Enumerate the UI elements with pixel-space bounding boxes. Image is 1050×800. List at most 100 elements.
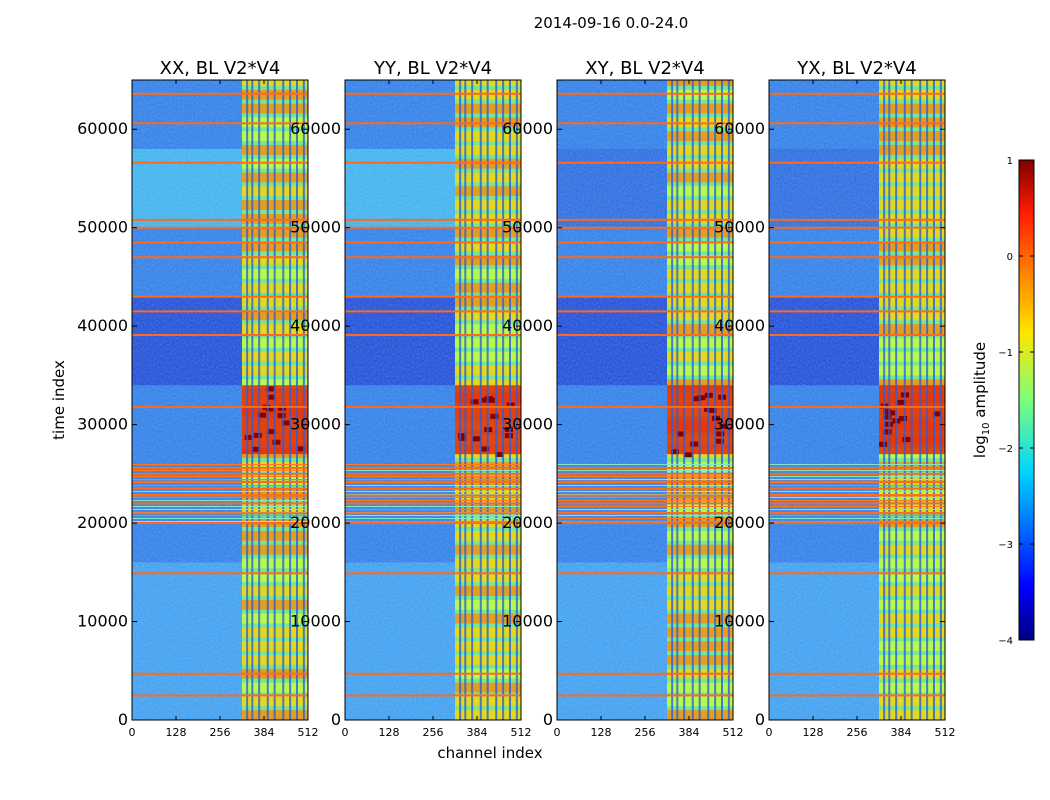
flagged-row	[345, 502, 521, 505]
flagged-row	[769, 241, 945, 244]
x-tick-label: 128	[591, 726, 612, 739]
emission-peak	[693, 396, 702, 402]
flagged-row	[345, 572, 521, 575]
x-tick-label: 256	[210, 726, 231, 739]
flagged-row	[557, 334, 733, 337]
channel-column	[919, 80, 922, 720]
flagged-row	[769, 472, 945, 475]
channel-column	[926, 80, 929, 720]
emission-peak	[267, 394, 276, 400]
flagged-row	[132, 521, 308, 522]
heatmap-image	[132, 80, 308, 720]
flagged-row	[132, 479, 308, 480]
colorbar-label: log10 amplitude	[971, 342, 992, 458]
flagged-row	[769, 466, 945, 469]
flagged-row	[345, 218, 521, 221]
y-tick-label: 20000	[290, 513, 341, 532]
flagged-row	[769, 509, 945, 510]
flagged-row	[557, 518, 733, 519]
channel-column	[509, 80, 511, 720]
y-tick-label: 50000	[502, 218, 553, 237]
flagged-row	[132, 512, 308, 515]
flagged-row	[132, 472, 308, 475]
flagged-row	[345, 470, 521, 471]
y-tick-label: 50000	[714, 218, 765, 237]
flagged-row	[557, 295, 733, 298]
panel-xx: XX, BL V2*V4 0 128 256 384 512 0 10000 20000 3000…	[77, 58, 318, 739]
channel-column	[683, 80, 686, 720]
flagged-row	[132, 161, 308, 164]
flagged-row	[345, 672, 521, 675]
emission-peak	[716, 431, 725, 437]
channel-column	[671, 80, 674, 720]
x-tick-label: 0	[554, 726, 561, 739]
flagged-row	[557, 494, 733, 497]
flagged-row	[769, 694, 945, 697]
channel-column	[246, 80, 249, 720]
x-tick-label: 0	[129, 726, 136, 739]
y-tick-label: 30000	[502, 415, 553, 434]
flagged-row	[769, 464, 945, 465]
flagged-row	[132, 476, 308, 477]
y-tick-label: 30000	[290, 415, 341, 434]
emission-peak	[495, 452, 504, 458]
y-tick-label: 60000	[290, 119, 341, 138]
x-tick-label: 384	[891, 726, 912, 739]
flagged-row	[345, 506, 521, 507]
flagged-row	[345, 512, 521, 515]
y-tick-label: 20000	[502, 513, 553, 532]
flagged-row	[132, 506, 308, 507]
flagged-row	[345, 487, 521, 490]
emission-peak	[676, 431, 685, 437]
y-axis-label: time index	[50, 360, 68, 440]
flagged-row	[769, 334, 945, 337]
colorbar: 1 0 −1 −2 −3 −4 log10 amplitude	[971, 156, 1035, 647]
flagged-row	[132, 334, 308, 337]
panel-title: XX, BL V2*V4	[160, 58, 281, 79]
emission-peak	[883, 414, 892, 420]
flagged-row	[345, 256, 521, 259]
emission-peak	[472, 436, 481, 442]
y-tick-label: 0	[118, 710, 128, 729]
flagged-row	[345, 497, 521, 498]
emission-peak	[882, 429, 891, 435]
emission-peak	[277, 405, 286, 411]
x-tick-label: 512	[298, 726, 319, 739]
emission-peak	[277, 413, 286, 419]
flagged-row	[769, 502, 945, 505]
heatmap-image	[557, 80, 733, 720]
flagged-row	[557, 470, 733, 471]
flagged-row	[132, 470, 308, 471]
flagged-row	[557, 310, 733, 313]
flagged-row	[132, 494, 308, 497]
x-tick-label: 0	[766, 726, 773, 739]
y-tick-label: 60000	[502, 119, 553, 138]
emission-peak	[481, 446, 490, 452]
channel-column	[883, 80, 886, 720]
flagged-row	[132, 218, 308, 221]
flagged-row	[345, 491, 521, 492]
y-tick-label: 30000	[77, 415, 128, 434]
flagged-row	[557, 485, 733, 486]
channel-column	[479, 80, 482, 720]
flagged-row	[132, 497, 308, 498]
x-tick-label: 128	[803, 726, 824, 739]
flagged-row	[769, 161, 945, 164]
colorbar-tick-label: −2	[998, 444, 1013, 455]
x-tick-label: 384	[254, 726, 275, 739]
flagged-row	[132, 226, 308, 229]
flagged-row	[557, 672, 733, 675]
flagged-row	[769, 480, 945, 483]
flagged-row	[132, 485, 308, 486]
emission-peak	[251, 446, 260, 452]
y-tick-label: 20000	[77, 513, 128, 532]
flagged-row	[132, 518, 308, 519]
channel-column	[258, 80, 261, 720]
flagged-row	[132, 92, 308, 95]
channel-column	[459, 80, 462, 720]
y-tick-label: 60000	[714, 119, 765, 138]
flagged-row	[557, 472, 733, 475]
flagged-row	[769, 310, 945, 313]
emission-peak	[253, 432, 262, 438]
flagged-row	[769, 487, 945, 490]
